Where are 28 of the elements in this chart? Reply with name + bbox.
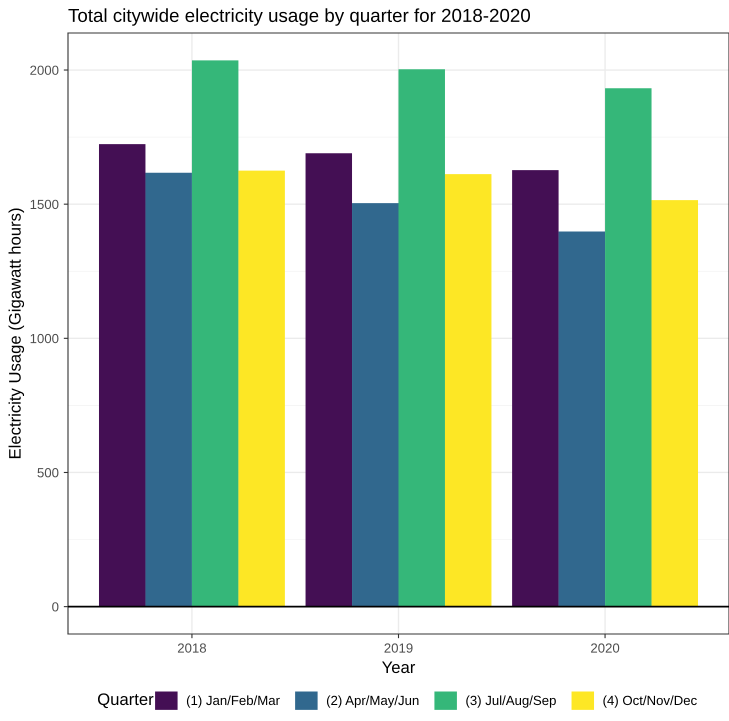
legend-label: (4) Oct/Nov/Dec xyxy=(603,695,697,708)
y-tick-label: 500 xyxy=(37,468,58,478)
y-tick-label: 1500 xyxy=(30,200,58,210)
bar xyxy=(238,170,285,607)
x-axis-title: Year xyxy=(382,661,416,674)
chart-title: Total citywide electricity usage by quarter for 2018-2020 xyxy=(68,8,530,26)
bar xyxy=(652,200,698,607)
x-tick-label: 2020 xyxy=(591,643,620,653)
y-tick-label: 0 xyxy=(52,602,58,612)
bar xyxy=(98,144,146,607)
bar xyxy=(605,88,652,607)
bar xyxy=(192,60,238,607)
bar xyxy=(306,153,352,607)
legend-label: (3) Jul/Aug/Sep xyxy=(466,695,556,708)
y-axis-title: Electricity Usage (Gigawatt hours) xyxy=(8,208,24,458)
bar xyxy=(398,69,445,607)
bar xyxy=(512,170,559,607)
y-tick-label: 2000 xyxy=(30,66,58,75)
bar xyxy=(352,203,398,607)
x-tick-label: 2018 xyxy=(178,643,206,653)
bar xyxy=(444,174,492,607)
bar xyxy=(145,172,192,607)
bar xyxy=(558,232,606,607)
x-tick-label: 2019 xyxy=(384,643,413,653)
legend-label: (2) Apr/May/Jun xyxy=(326,695,418,708)
legend-label: (1) Jan/Feb/Mar xyxy=(186,695,280,708)
y-tick-label: 1000 xyxy=(30,334,58,344)
legend-title: Quarter xyxy=(98,693,154,708)
